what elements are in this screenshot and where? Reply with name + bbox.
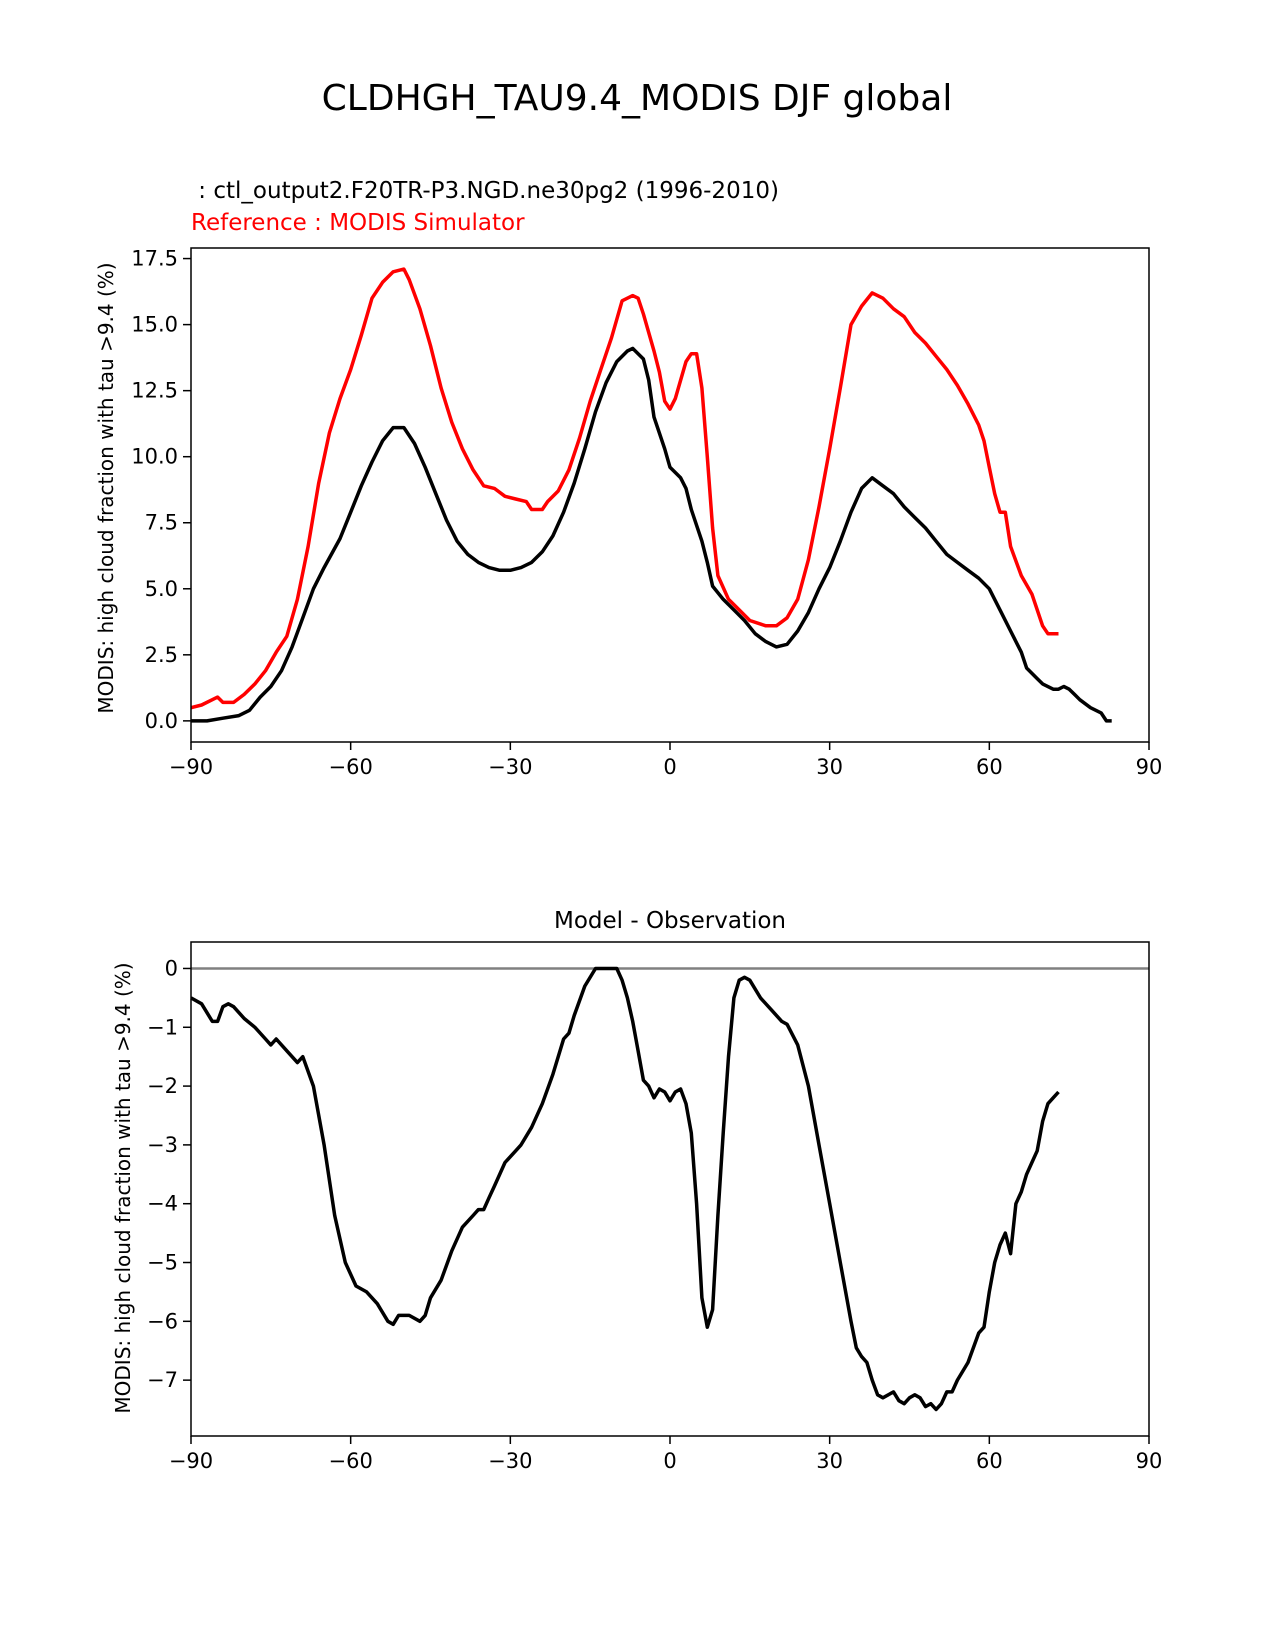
x-tick-label: −60 <box>329 755 373 779</box>
y-tick-label: −3 <box>147 1133 178 1157</box>
top-plot-area: −90 −60 −30 0 30 60 90 0.0 2.5 5.0 7.5 10.0 12.5 15.0… <box>131 247 1162 779</box>
y-tick-label: 10.0 <box>131 445 178 469</box>
x-tick-label: −90 <box>169 1449 213 1473</box>
figure-title: CLDHGH_TAU9.4_MODIS DJF global <box>322 78 953 119</box>
y-tick-label: 12.5 <box>131 379 178 403</box>
x-tick-label: 30 <box>816 1449 843 1473</box>
y-tick-label: 15.0 <box>131 313 178 337</box>
y-tick-label: 2.5 <box>145 643 178 667</box>
test-model-label: : ctl_output2.F20TR-P3.NGD.ne30pg2 (1996… <box>191 178 779 204</box>
x-tick-label: −30 <box>488 1449 532 1473</box>
y-tick-label: 17.5 <box>131 247 178 271</box>
x-tick-label: 30 <box>816 755 843 779</box>
series-line-1 <box>190 267 1059 710</box>
y-tick-label: −2 <box>147 1074 178 1098</box>
x-tick-label: 60 <box>976 755 1003 779</box>
y-tick-label: 5.0 <box>145 577 178 601</box>
bottom-plot-area: −90 −60 −30 0 30 60 90 0 −1 −2 −3 −4 −5 −6 −7 <box>147 941 1163 1473</box>
bottom-panel: Model - Observation MODIS: high cloud fr… <box>111 908 1162 1473</box>
y-tick-label: 0.0 <box>145 709 178 733</box>
y-tick-label: −5 <box>147 1251 178 1275</box>
x-tick-label: 60 <box>976 1449 1003 1473</box>
y-tick-label: −7 <box>147 1368 178 1392</box>
y-tick-label: −1 <box>147 1015 178 1039</box>
x-tick-label: 0 <box>663 755 676 779</box>
x-tick-label: −90 <box>169 755 213 779</box>
x-tick-label: −60 <box>329 1449 373 1473</box>
y-tick-label: −6 <box>147 1309 178 1333</box>
bottom-panel-title: Model - Observation <box>554 908 786 934</box>
top-y-axis-label: MODIS: high cloud fraction with tau >9.4… <box>94 262 118 713</box>
x-tick-label: 90 <box>1136 755 1163 779</box>
x-tick-label: 90 <box>1136 1449 1163 1473</box>
bottom-y-axis-label: MODIS: high cloud fraction with tau >9.4… <box>111 962 135 1413</box>
series-line-0 <box>191 346 1112 723</box>
x-tick-label: −30 <box>488 755 532 779</box>
top-panel: : ctl_output2.F20TR-P3.NGD.ne30pg2 (1996… <box>94 178 1162 779</box>
y-tick-label: 0 <box>165 956 178 980</box>
x-tick-label: 0 <box>663 1449 676 1473</box>
series-line-0 <box>190 966 1060 1412</box>
y-tick-label: 7.5 <box>145 511 178 535</box>
reference-label: Reference : MODIS Simulator <box>191 210 525 236</box>
y-tick-label: −4 <box>147 1192 178 1216</box>
